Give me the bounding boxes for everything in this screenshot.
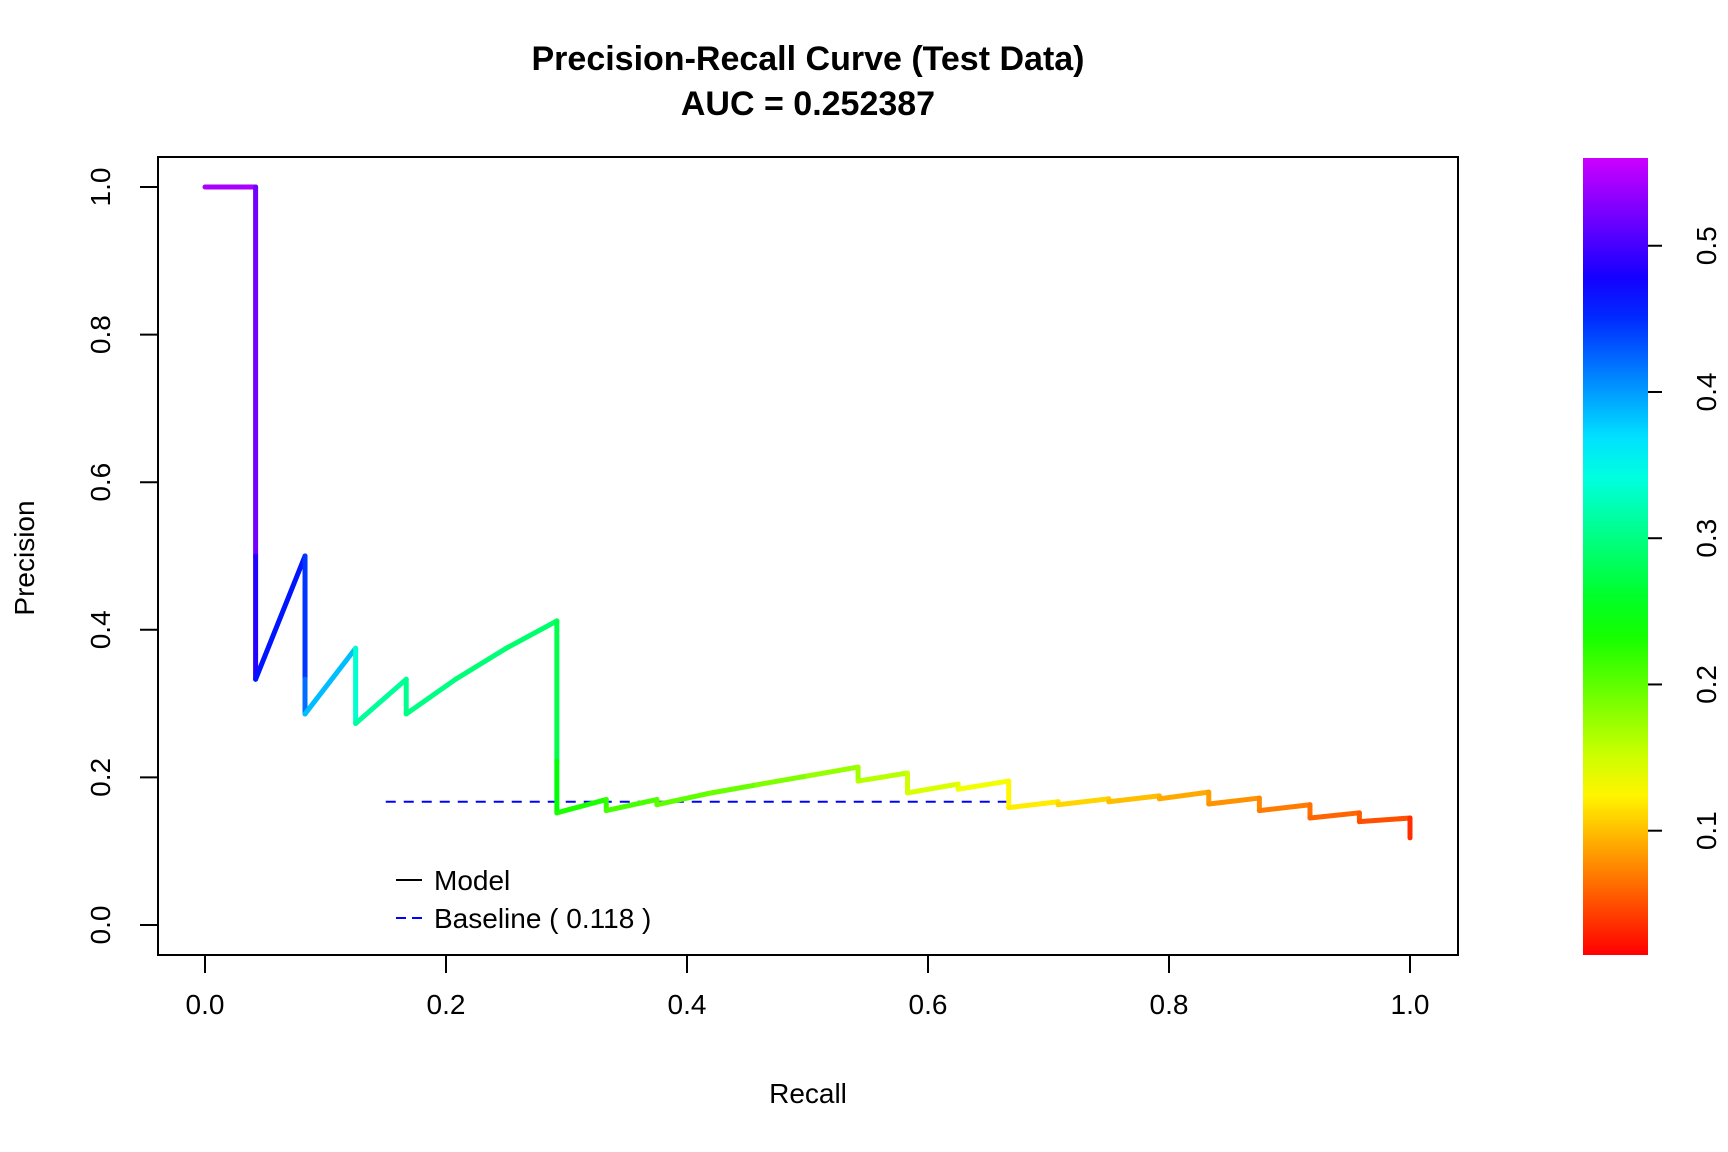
y-tick-label: 0.4 bbox=[85, 610, 116, 649]
colorbar-tick-label: 0.2 bbox=[1691, 665, 1722, 704]
x-tick-label: 0.8 bbox=[1150, 989, 1189, 1020]
model-curve-segment bbox=[353, 676, 409, 727]
colorbar-gradient bbox=[1583, 158, 1648, 955]
model-curve-segment bbox=[1156, 789, 1212, 802]
legend-label: Baseline ( 0.118 ) bbox=[434, 903, 651, 934]
y-tick-label: 0.8 bbox=[85, 315, 116, 354]
colorbar-tick-label: 0.4 bbox=[1691, 373, 1722, 412]
x-tick-label: 0.2 bbox=[427, 989, 466, 1020]
y-tick-label: 0.2 bbox=[85, 758, 116, 797]
model-curve-segment bbox=[603, 797, 660, 814]
colorbar-tick-label: 0.3 bbox=[1691, 519, 1722, 558]
x-tick-label: 0.0 bbox=[186, 989, 225, 1020]
model-curve-segment bbox=[403, 676, 459, 717]
model-curve-segment bbox=[805, 764, 861, 779]
model-curve-segment bbox=[554, 797, 609, 816]
model-curve-segment bbox=[754, 773, 810, 788]
model-curve-segment bbox=[1206, 795, 1262, 807]
y-tick-label: 1.0 bbox=[85, 168, 116, 207]
model-curve-segment bbox=[1106, 793, 1162, 805]
model-curve-segment bbox=[1006, 799, 1061, 811]
plot-area: 0.0 0.2 0.4 0.6 0.8 1.0 0.0 0.2 0.4 0.6 0.8 1.0 Mode… bbox=[85, 156, 1459, 1020]
colorbar-tick-label: 0.5 bbox=[1691, 226, 1722, 265]
model-curve-segment bbox=[503, 618, 560, 651]
model-curve-segment bbox=[704, 782, 760, 797]
model-curve-segment bbox=[453, 645, 509, 682]
model-curve-segment bbox=[955, 778, 1012, 792]
x-axis-label: Recall bbox=[769, 1078, 847, 1109]
colorbar-tick-label: 0.1 bbox=[1691, 811, 1722, 850]
y-axis-label: Precision bbox=[9, 500, 40, 615]
model-curve-segment bbox=[1256, 802, 1313, 814]
plot-frame bbox=[157, 156, 1459, 956]
y-tick-label: 0.0 bbox=[85, 906, 116, 945]
model-curve-segment bbox=[855, 770, 911, 784]
model-curve-segment bbox=[905, 781, 961, 796]
chart-title: Precision-Recall Curve (Test Data) bbox=[532, 40, 1085, 78]
y-tick-label: 0.6 bbox=[85, 463, 116, 502]
model-curve-segment bbox=[253, 553, 308, 682]
model-curve-segment bbox=[1356, 815, 1413, 825]
colorbar: 0.1 0.2 0.3 0.4 0.5 bbox=[1583, 158, 1722, 955]
model-curve-segment bbox=[302, 645, 359, 717]
model-curve-segment bbox=[1307, 810, 1362, 821]
x-tick-label: 0.4 bbox=[668, 989, 707, 1020]
model-curve-segment bbox=[654, 791, 710, 808]
chart-subtitle: AUC = 0.252387 bbox=[681, 85, 935, 123]
legend-label: Model bbox=[434, 865, 510, 896]
model-curve-segment bbox=[1055, 796, 1112, 808]
x-tick-label: 1.0 bbox=[1391, 989, 1430, 1020]
x-tick-label: 0.6 bbox=[909, 989, 948, 1020]
